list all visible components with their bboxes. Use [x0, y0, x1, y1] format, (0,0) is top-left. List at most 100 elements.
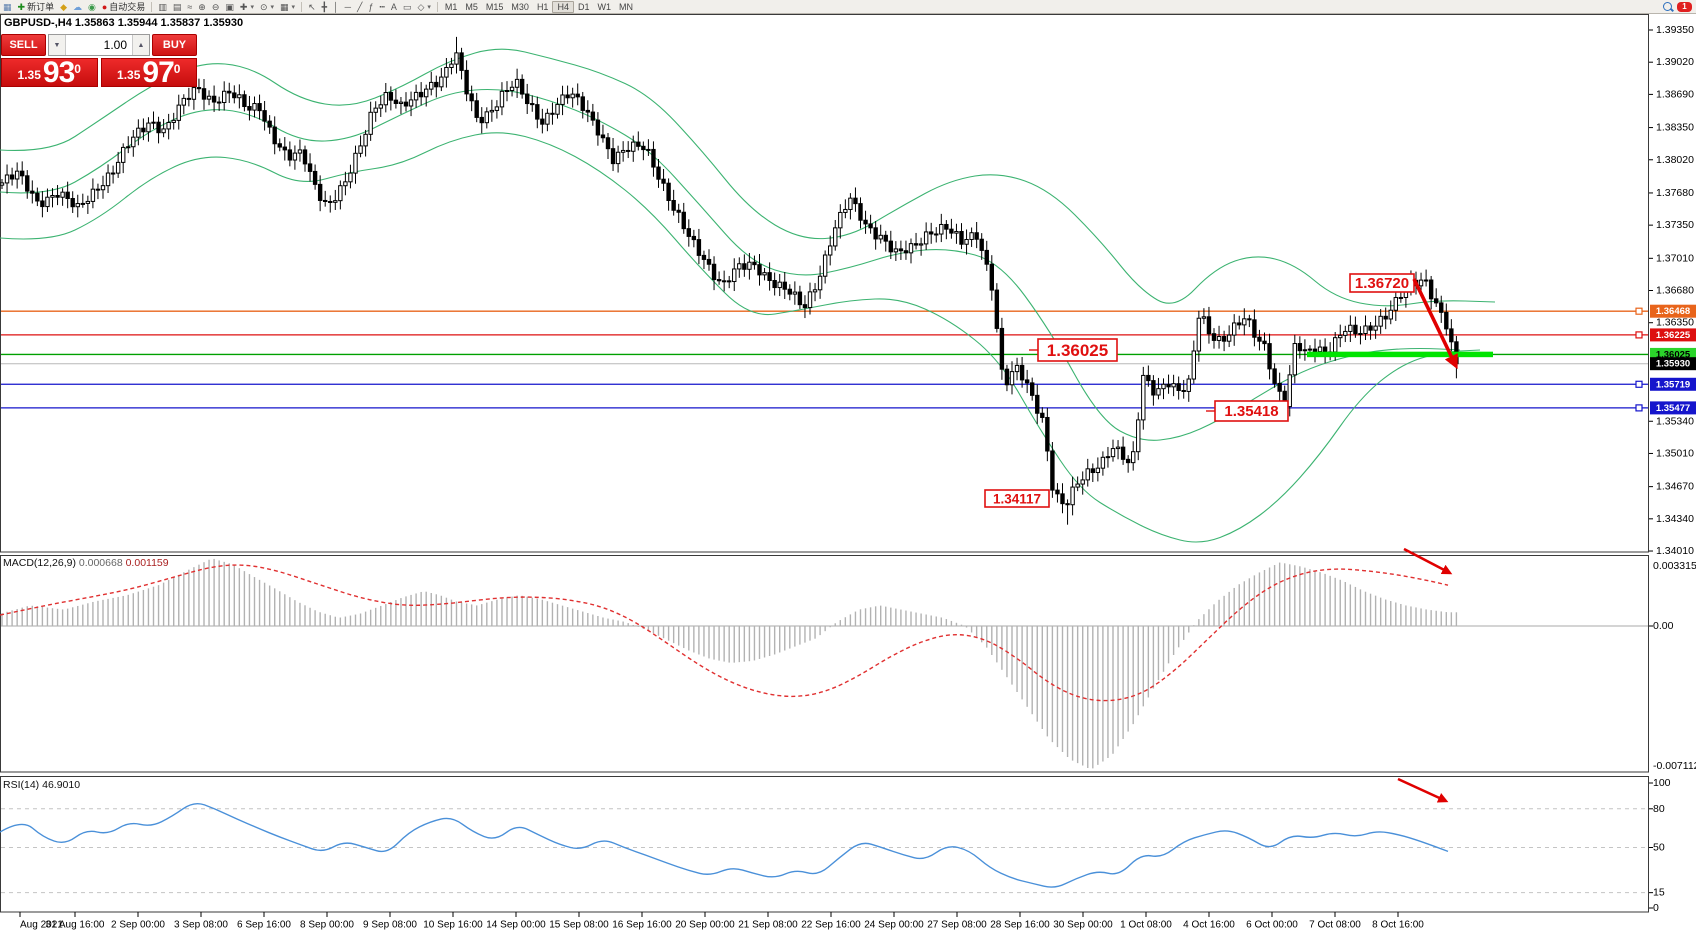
buy-price-big: 97 — [142, 56, 174, 89]
line-handle[interactable] — [1635, 331, 1643, 339]
timeframe-button-H4[interactable]: H4 — [552, 0, 574, 13]
sell-button[interactable]: SELL — [1, 34, 46, 56]
main-trend-arrow[interactable] — [1412, 278, 1458, 370]
price-badge-1.35719 — [1650, 377, 1696, 391]
timeframe-button-M30[interactable]: M30 — [511, 1, 529, 12]
label-tool[interactable]: ▭ — [400, 1, 415, 13]
search-icon[interactable] — [1663, 2, 1672, 11]
crosshair-tool[interactable]: ╋ — [319, 1, 330, 13]
timeframe-button-M15[interactable]: M15 — [485, 1, 504, 12]
macd-trend-arrow[interactable] — [1403, 547, 1453, 575]
price-tick-label: 1.38690 — [1656, 88, 1694, 100]
line-chart-button[interactable]: ≈ — [184, 1, 195, 13]
timeframe-button-M5[interactable]: M5 — [465, 1, 478, 12]
price-annotation-1.34117[interactable] — [984, 489, 1050, 508]
macd-signal-value: 0.001159 — [125, 557, 169, 569]
time-axis-label: 15 Sep 08:00 — [549, 920, 609, 931]
bar-chart-button[interactable]: ▥ — [155, 1, 170, 13]
chart-window-icon[interactable]: ▦ — [0, 1, 15, 13]
time-axis-label: 7 Oct 08:00 — [1309, 920, 1361, 931]
autotrade-button-icon: ● — [101, 1, 108, 12]
templates-button-dropdown-icon: ▾ — [291, 3, 296, 11]
timeframe-button-MN[interactable]: MN — [618, 1, 633, 12]
zoom-in-button[interactable]: ⊕ — [195, 1, 209, 13]
equidistant-tool[interactable]: ƒ — [365, 1, 376, 13]
line-handle[interactable] — [1635, 380, 1643, 388]
volume-up-button[interactable]: ▲ — [132, 35, 149, 55]
rsi-value: 46.9010 — [42, 779, 81, 791]
autotrade-button[interactable]: ● 自动交易 — [99, 1, 148, 13]
support-zone-bar[interactable] — [1307, 351, 1493, 358]
new-order-button[interactable]: ✚ 新订单 — [15, 1, 58, 13]
market-icon[interactable]: ◉ — [85, 1, 99, 13]
shapes-tool[interactable]: ◇ ▾ — [414, 1, 433, 13]
tile-windows-button-icon: ▣ — [225, 1, 234, 12]
timeframe-toolbar: M1 M5 M15 M30 H1 H4 D1 W1 MN — [441, 0, 637, 13]
rsi-trend-arrow[interactable] — [1397, 777, 1449, 803]
gold-icon[interactable]: ◆ — [57, 1, 70, 13]
line-handle[interactable] — [1635, 404, 1643, 412]
time-axis-label: 6 Sep 16:00 — [237, 920, 291, 931]
cursor-tool[interactable]: ↖ — [305, 1, 319, 13]
rsi-scale-label: 50 — [1653, 842, 1665, 854]
templates-button[interactable]: ▦ ▾ — [277, 1, 298, 13]
price-tick-label: 1.39020 — [1656, 56, 1694, 68]
price-tick-label: 1.38350 — [1656, 122, 1694, 134]
candles — [0, 36, 1459, 525]
text-tool-icon: A — [390, 1, 397, 12]
buy-price-pip: 0 — [173, 62, 181, 76]
timeframe-button-M1[interactable]: M1 — [444, 1, 458, 12]
macd-scale-zero: 0.00 — [1653, 620, 1674, 632]
tile-windows-button[interactable]: ▣ — [222, 1, 237, 13]
price-tick-label: 1.35340 — [1656, 415, 1694, 427]
cloud-icon[interactable]: ☁ — [70, 1, 85, 13]
volume-input[interactable]: 1.00 — [103, 38, 127, 52]
svg-text:1.34117: 1.34117 — [993, 492, 1041, 507]
candle-chart-button[interactable]: ▤ — [170, 1, 185, 13]
svg-text:1.36468: 1.36468 — [1656, 306, 1690, 317]
price-badge-1.36225 — [1650, 328, 1696, 342]
toolbar-separator — [301, 1, 303, 12]
time-axis-label: 6 Oct 00:00 — [1246, 920, 1298, 931]
vertical-line-tool[interactable]: │ — [330, 1, 342, 13]
macd-histogram — [1, 558, 1458, 769]
horizontal-line-tool[interactable]: ─ — [342, 1, 354, 13]
text-tool[interactable]: A — [388, 1, 400, 13]
notification-badge[interactable]: 1 — [1677, 1, 1692, 12]
time-axis-label: 1 Oct 08:00 — [1120, 920, 1172, 931]
label-tool-icon: ▭ — [402, 1, 412, 12]
volume-down-button[interactable]: ▼ — [49, 35, 66, 55]
time-axis-label: 21 Sep 08:00 — [738, 920, 798, 931]
horizontal-line-tool-icon: ─ — [344, 1, 352, 12]
zoom-in-button-icon: ⊕ — [198, 1, 206, 12]
toolbar-chart-group: ▥ ▤ ≈ ⊕ ⊖ ▣ ✚ ▾ ⊙ ▾ ▦ ▾ — [155, 1, 298, 13]
price-annotation-1.36025[interactable] — [1029, 338, 1118, 362]
svg-text:1.35719: 1.35719 — [1656, 379, 1690, 390]
periods-button[interactable]: ⊙ ▾ — [257, 1, 277, 13]
timeframe-button-D1[interactable]: D1 — [577, 1, 590, 12]
one-click-trade-panel: SELL ▼ 1.00 ▲ BUY 1.35 93 0 1.35 97 0 — [1, 34, 197, 89]
time-axis-label: 22 Sep 16:00 — [801, 920, 861, 931]
indicators-button[interactable]: ✚ ▾ — [237, 1, 257, 13]
timeframe-button-H1[interactable]: H1 — [536, 1, 549, 12]
fibonacci-tool[interactable]: ┅ — [376, 1, 387, 13]
macd-scale-min: -0.007112 — [1653, 760, 1696, 772]
buy-button[interactable]: BUY — [152, 34, 197, 56]
sell-price-box[interactable]: 1.35 93 0 — [1, 58, 98, 88]
rsi-scale-label: 0 — [1653, 902, 1659, 914]
candle-chart-button-icon: ▤ — [172, 1, 182, 12]
buy-price-box[interactable]: 1.35 97 0 — [100, 56, 197, 89]
cursor-tool-icon: ↖ — [308, 1, 316, 12]
price-tick-label: 1.34670 — [1656, 481, 1694, 493]
timeframe-button-W1[interactable]: W1 — [597, 1, 611, 12]
volume-stepper: ▼ 1.00 ▲ — [48, 34, 150, 56]
main-toolbar: ▦ ✚ 新订单 ◆ ☁ ◉ ● 自动交易 ▥ ▤ ≈ ⊕ ⊖ ▣ ✚ ▾ ⊙ ▾ ▦ ▾ ↖ ╋ │ ─ ╱ ƒ ┅ A ▭ ◇ ▾ M… — [0, 0, 1696, 14]
price-annotation-1.35418[interactable] — [1206, 400, 1289, 422]
zoom-out-button[interactable]: ⊖ — [209, 1, 223, 13]
macd-signal-line — [0, 564, 1449, 702]
trendline-tool[interactable]: ╱ — [354, 1, 365, 13]
line-handle[interactable] — [1635, 307, 1643, 315]
time-axis-label: 24 Sep 00:00 — [864, 920, 924, 931]
price-badge-1.36468 — [1650, 304, 1696, 318]
